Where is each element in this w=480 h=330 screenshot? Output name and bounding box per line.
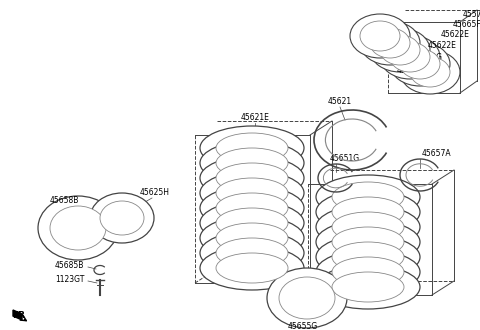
Ellipse shape <box>200 141 304 185</box>
Text: 45682G: 45682G <box>413 53 443 62</box>
Text: FR: FR <box>12 312 25 320</box>
Ellipse shape <box>90 193 154 243</box>
Text: 1123GT: 1123GT <box>55 276 84 284</box>
Ellipse shape <box>216 223 288 253</box>
Ellipse shape <box>332 242 404 272</box>
Ellipse shape <box>360 21 400 51</box>
Ellipse shape <box>316 235 420 279</box>
Ellipse shape <box>370 28 410 58</box>
Ellipse shape <box>200 246 304 290</box>
Ellipse shape <box>332 212 404 242</box>
Ellipse shape <box>38 196 118 260</box>
Text: 45621E: 45621E <box>240 113 269 122</box>
Ellipse shape <box>200 201 304 245</box>
Ellipse shape <box>410 57 450 87</box>
Ellipse shape <box>332 272 404 302</box>
Text: 45651G: 45651G <box>330 154 360 163</box>
Ellipse shape <box>200 126 304 170</box>
Ellipse shape <box>200 171 304 215</box>
Ellipse shape <box>332 182 404 212</box>
Ellipse shape <box>200 231 304 275</box>
Ellipse shape <box>370 28 430 72</box>
Ellipse shape <box>216 178 288 208</box>
Ellipse shape <box>316 220 420 264</box>
Ellipse shape <box>316 265 420 309</box>
Text: 45689A: 45689A <box>397 66 427 75</box>
Ellipse shape <box>350 14 410 58</box>
Text: 45685B: 45685B <box>55 260 84 270</box>
Ellipse shape <box>279 277 335 319</box>
Ellipse shape <box>332 257 404 287</box>
Text: 45655G: 45655G <box>288 322 318 330</box>
Ellipse shape <box>50 206 106 250</box>
Ellipse shape <box>390 42 450 86</box>
Ellipse shape <box>216 253 288 283</box>
Ellipse shape <box>100 201 144 235</box>
Ellipse shape <box>200 216 304 260</box>
Text: 45665F: 45665F <box>453 20 480 29</box>
Ellipse shape <box>390 42 430 72</box>
Text: 45621: 45621 <box>328 97 352 106</box>
Ellipse shape <box>216 163 288 193</box>
Ellipse shape <box>200 186 304 230</box>
Ellipse shape <box>400 50 460 94</box>
Text: 45577A: 45577A <box>463 10 480 19</box>
Text: 45657A: 45657A <box>422 149 452 158</box>
Ellipse shape <box>332 227 404 257</box>
Text: 45622E: 45622E <box>428 41 457 50</box>
Ellipse shape <box>200 156 304 200</box>
Ellipse shape <box>380 35 440 79</box>
Ellipse shape <box>380 35 420 65</box>
Ellipse shape <box>316 250 420 294</box>
Ellipse shape <box>332 197 404 227</box>
Ellipse shape <box>400 49 440 79</box>
Text: 45622E: 45622E <box>441 30 470 39</box>
Ellipse shape <box>216 238 288 268</box>
Ellipse shape <box>316 175 420 219</box>
Text: 45625H: 45625H <box>140 188 170 197</box>
Ellipse shape <box>316 190 420 234</box>
Text: 45658B: 45658B <box>50 196 79 205</box>
Ellipse shape <box>216 208 288 238</box>
Ellipse shape <box>360 21 420 65</box>
Polygon shape <box>13 310 22 320</box>
Ellipse shape <box>267 268 347 328</box>
Ellipse shape <box>216 148 288 178</box>
Ellipse shape <box>216 193 288 223</box>
Ellipse shape <box>316 205 420 249</box>
Ellipse shape <box>216 133 288 163</box>
